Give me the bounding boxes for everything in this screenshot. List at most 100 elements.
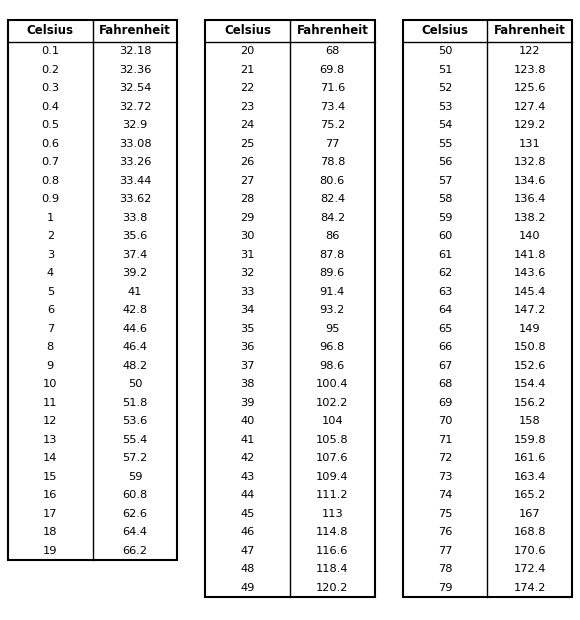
Text: 53.6: 53.6 [122, 416, 148, 427]
Text: 41: 41 [241, 435, 255, 445]
Text: 53: 53 [438, 102, 452, 112]
Text: 22: 22 [241, 83, 255, 93]
Text: 19: 19 [43, 546, 57, 556]
Text: 0.3: 0.3 [41, 83, 59, 93]
Text: 2: 2 [47, 231, 54, 241]
Text: 158: 158 [519, 416, 541, 427]
Text: 111.2: 111.2 [316, 490, 349, 500]
Text: 1: 1 [47, 213, 54, 223]
Text: 75: 75 [438, 509, 452, 519]
Text: 21: 21 [241, 64, 255, 75]
Text: 165.2: 165.2 [513, 490, 546, 500]
Text: 10: 10 [43, 379, 57, 389]
Text: 72: 72 [438, 453, 452, 463]
Text: 120.2: 120.2 [316, 583, 349, 593]
Text: 71.6: 71.6 [320, 83, 345, 93]
Text: 32.36: 32.36 [119, 64, 151, 75]
Text: 127.4: 127.4 [513, 102, 546, 112]
Text: 33.62: 33.62 [119, 194, 151, 204]
Text: 140: 140 [519, 231, 541, 241]
Text: 0.1: 0.1 [41, 46, 59, 56]
Text: 152.6: 152.6 [513, 361, 546, 371]
Text: 73: 73 [438, 472, 452, 482]
Text: 32.18: 32.18 [119, 46, 151, 56]
Text: 136.4: 136.4 [513, 194, 546, 204]
Text: 41: 41 [128, 286, 142, 297]
Text: 4: 4 [47, 268, 54, 278]
Bar [403, 20, 572, 597]
Text: Celsius: Celsius [224, 25, 271, 37]
Text: 33.08: 33.08 [119, 139, 151, 149]
Text: 76: 76 [438, 527, 452, 538]
Text: 32.9: 32.9 [122, 120, 148, 130]
Text: 46: 46 [241, 527, 255, 538]
Text: 75.2: 75.2 [320, 120, 345, 130]
Text: 33.8: 33.8 [122, 213, 148, 223]
Text: 98.6: 98.6 [320, 361, 345, 371]
Text: 3: 3 [47, 250, 54, 260]
Text: 49: 49 [241, 583, 255, 593]
Text: 7: 7 [47, 324, 54, 334]
Text: 11: 11 [43, 398, 57, 408]
Text: 118.4: 118.4 [316, 564, 349, 574]
Text: 100.4: 100.4 [316, 379, 349, 389]
Text: Fahrenheit: Fahrenheit [494, 25, 566, 37]
Text: 77: 77 [438, 546, 452, 556]
Text: 32.54: 32.54 [119, 83, 151, 93]
Text: 0.7: 0.7 [41, 157, 59, 167]
Text: 0.6: 0.6 [41, 139, 59, 149]
Text: 150.8: 150.8 [513, 342, 546, 352]
Text: 9: 9 [47, 361, 54, 371]
Text: 68: 68 [325, 46, 339, 56]
Text: 64: 64 [438, 305, 452, 315]
Text: 131: 131 [519, 139, 541, 149]
Text: 40: 40 [241, 416, 255, 427]
Text: 78.8: 78.8 [320, 157, 345, 167]
Text: 14: 14 [43, 453, 57, 463]
Text: 143.6: 143.6 [513, 268, 546, 278]
Text: 35.6: 35.6 [122, 231, 148, 241]
Text: 89.6: 89.6 [320, 268, 345, 278]
Text: 78: 78 [438, 564, 452, 574]
Text: 60.8: 60.8 [122, 490, 148, 500]
Text: 149: 149 [519, 324, 541, 334]
Text: 69: 69 [438, 398, 452, 408]
Text: 59: 59 [128, 472, 142, 482]
Text: 73.4: 73.4 [320, 102, 345, 112]
Text: 79: 79 [438, 583, 452, 593]
Text: 61: 61 [438, 250, 452, 260]
Text: 46.4: 46.4 [122, 342, 147, 352]
Text: 33: 33 [241, 286, 255, 297]
Text: 8: 8 [47, 342, 54, 352]
Text: 50: 50 [438, 46, 452, 56]
Text: 172.4: 172.4 [513, 564, 546, 574]
Text: 129.2: 129.2 [513, 120, 546, 130]
Bar [8, 20, 177, 560]
Text: 116.6: 116.6 [316, 546, 349, 556]
Text: 51.8: 51.8 [122, 398, 148, 408]
Text: 71: 71 [438, 435, 452, 445]
Text: 64.4: 64.4 [122, 527, 147, 538]
Text: 86: 86 [325, 231, 339, 241]
Text: 39.2: 39.2 [122, 268, 148, 278]
Text: 96.8: 96.8 [320, 342, 345, 352]
Text: 36: 36 [241, 342, 255, 352]
Text: 167: 167 [519, 509, 541, 519]
Text: 35: 35 [241, 324, 255, 334]
Text: 42: 42 [241, 453, 255, 463]
Text: 154.4: 154.4 [513, 379, 546, 389]
Text: 113: 113 [321, 509, 343, 519]
Text: 87.8: 87.8 [320, 250, 345, 260]
Text: Celsius: Celsius [27, 25, 74, 37]
Text: 20: 20 [241, 46, 255, 56]
Text: 95: 95 [325, 324, 339, 334]
Text: 33.26: 33.26 [119, 157, 151, 167]
Text: 42.8: 42.8 [122, 305, 147, 315]
Text: 0.9: 0.9 [41, 194, 59, 204]
Text: 67: 67 [438, 361, 452, 371]
Text: 105.8: 105.8 [316, 435, 349, 445]
Text: 56: 56 [438, 157, 452, 167]
Text: 5: 5 [47, 286, 54, 297]
Text: 29: 29 [241, 213, 255, 223]
Text: 84.2: 84.2 [320, 213, 345, 223]
